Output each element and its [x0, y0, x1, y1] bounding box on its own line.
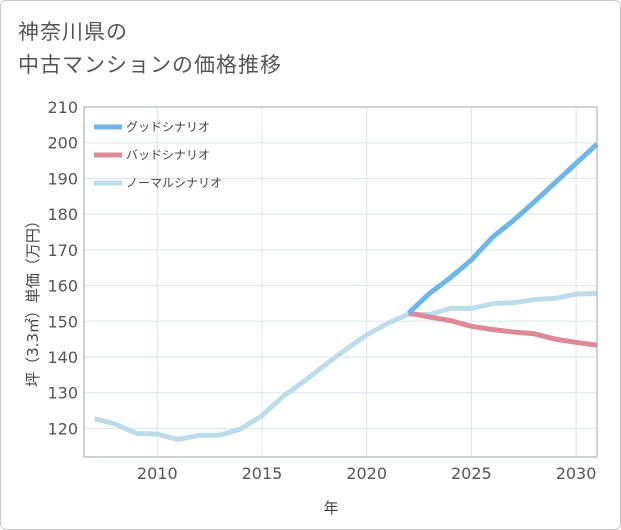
y-tick-label: 210 [47, 98, 78, 117]
series-line-0 [406, 142, 599, 315]
plot-area [84, 107, 597, 457]
legend-label-1: バッドシナリオ [126, 148, 210, 162]
y-tick-label: 140 [47, 348, 78, 367]
series-line-1 [408, 310, 598, 348]
x-tick-label: 2020 [346, 464, 387, 483]
axis-layer: 2010 2015 2020 2025 2030 120 130 140 150 160 170 18… [47, 98, 598, 483]
legend-label-0: グッドシナリオ [126, 120, 210, 134]
series-line-2 [93, 290, 598, 442]
plot-border [83, 106, 598, 458]
y-tick-label: 170 [47, 241, 78, 260]
y-tick-label: 150 [47, 312, 78, 331]
grid-layer [84, 106, 597, 457]
series-layer [93, 142, 599, 442]
y-tick-label: 180 [47, 205, 78, 224]
chart-title: 神奈川県の 中古マンションの価格推移 [18, 16, 282, 82]
x-tick-label: 2015 [242, 464, 283, 483]
title-line-1: 神奈川県の [18, 20, 128, 44]
title-line-2: 中古マンションの価格推移 [18, 53, 282, 77]
y-tick-label: 120 [47, 419, 78, 438]
y-tick-label: 200 [47, 134, 78, 153]
x-tick-label: 2025 [451, 464, 492, 483]
legend-label-2: ノーマルシナリオ [126, 176, 222, 190]
y-tick-label: 160 [47, 277, 78, 296]
x-tick-label: 2030 [556, 464, 597, 483]
y-tick-label: 190 [47, 169, 78, 188]
y-axis-label: 坪（3.3㎡）単価（万円） [24, 213, 42, 387]
y-tick-label: 130 [47, 384, 78, 403]
x-tick-label: 2010 [137, 464, 178, 483]
x-axis-label: 年 [323, 499, 338, 517]
